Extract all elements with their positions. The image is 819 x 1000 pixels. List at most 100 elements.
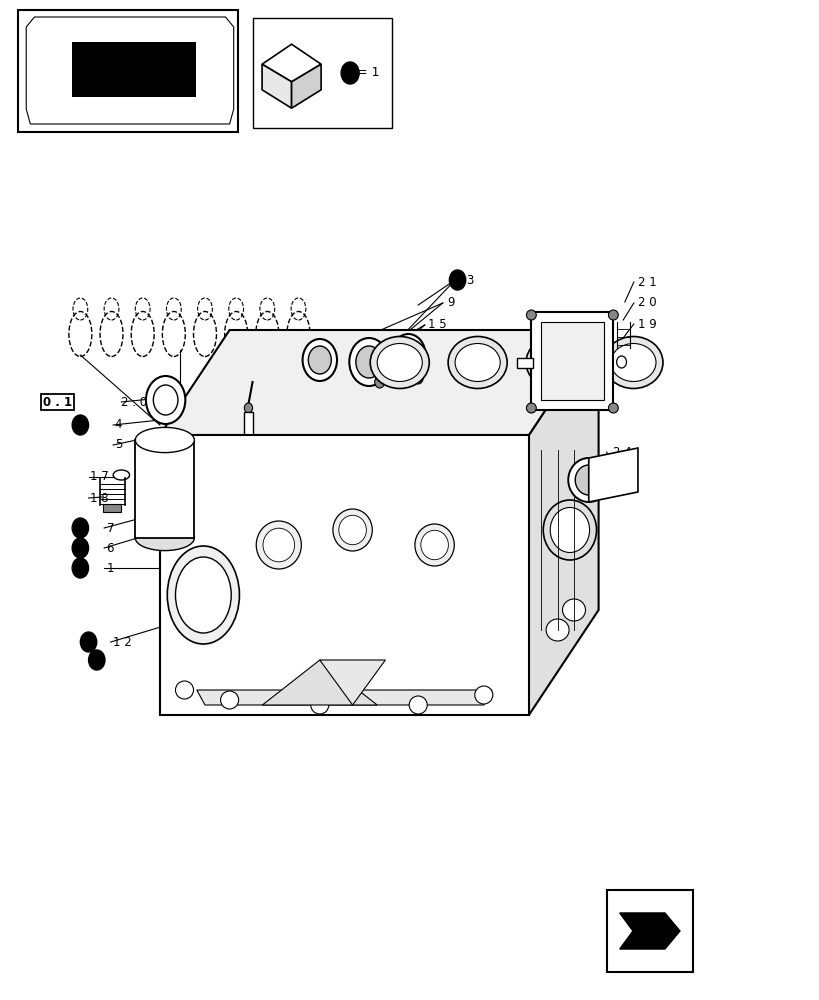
Ellipse shape [603, 336, 662, 388]
Text: 2 5: 2 5 [613, 466, 631, 480]
Text: 1 8: 1 8 [90, 491, 109, 504]
Text: 2 2: 2 2 [534, 354, 553, 366]
Ellipse shape [370, 336, 429, 388]
Ellipse shape [171, 558, 186, 574]
Ellipse shape [568, 458, 609, 502]
Ellipse shape [452, 624, 465, 636]
Ellipse shape [545, 619, 568, 641]
Ellipse shape [526, 336, 585, 388]
Ellipse shape [349, 338, 388, 386]
Text: 9: 9 [446, 296, 454, 310]
Ellipse shape [610, 344, 655, 381]
Ellipse shape [308, 346, 331, 374]
Ellipse shape [409, 696, 427, 714]
Ellipse shape [220, 691, 238, 709]
Circle shape [449, 270, 465, 290]
Text: 1 2: 1 2 [113, 636, 132, 648]
Text: KIT: KIT [269, 82, 284, 91]
Ellipse shape [532, 344, 577, 381]
Ellipse shape [474, 686, 492, 704]
Ellipse shape [608, 310, 618, 320]
Text: 1 3: 1 3 [516, 626, 535, 639]
Ellipse shape [491, 597, 502, 607]
Ellipse shape [377, 344, 422, 381]
Text: KIT: KIT [283, 56, 299, 66]
Ellipse shape [455, 344, 500, 381]
Polygon shape [531, 312, 613, 410]
Ellipse shape [562, 599, 585, 621]
Ellipse shape [167, 546, 239, 644]
Ellipse shape [135, 525, 194, 551]
Text: KIT: KIT [298, 82, 314, 91]
Text: 2 4: 2 4 [613, 446, 631, 458]
Circle shape [498, 622, 514, 642]
Text: 6: 6 [106, 542, 114, 554]
Bar [541, 322, 603, 400]
Text: 2 3: 2 3 [534, 334, 553, 347]
Text: = 1: = 1 [356, 66, 379, 80]
Text: 1 5: 1 5 [428, 318, 446, 332]
Bar [516, 358, 532, 368]
Polygon shape [262, 660, 377, 705]
Circle shape [72, 538, 88, 558]
Circle shape [341, 62, 359, 84]
Ellipse shape [608, 403, 618, 413]
Text: 8: 8 [239, 414, 247, 426]
Ellipse shape [175, 557, 231, 633]
Polygon shape [588, 448, 637, 502]
Text: 5: 5 [115, 438, 122, 452]
Text: 1 4: 1 4 [516, 578, 535, 591]
Polygon shape [160, 330, 598, 435]
Ellipse shape [414, 524, 454, 566]
Ellipse shape [302, 339, 337, 381]
Ellipse shape [420, 530, 448, 560]
Polygon shape [619, 913, 679, 949]
Circle shape [72, 518, 88, 538]
Text: 2 0: 2 0 [637, 296, 656, 310]
Polygon shape [292, 64, 321, 108]
Text: 1 0: 1 0 [516, 600, 535, 613]
Bar [250, 542, 319, 620]
Ellipse shape [135, 427, 194, 453]
Text: 2: 2 [408, 340, 415, 354]
Circle shape [88, 650, 105, 670]
Ellipse shape [244, 403, 252, 413]
Ellipse shape [396, 341, 419, 369]
Text: 1: 1 [106, 562, 114, 574]
Polygon shape [197, 690, 491, 705]
Ellipse shape [338, 515, 366, 545]
Text: 2 . 0: 2 . 0 [121, 395, 147, 408]
Ellipse shape [355, 346, 382, 378]
Ellipse shape [256, 521, 301, 569]
Circle shape [498, 575, 514, 595]
Text: 0 . 1: 0 . 1 [43, 395, 72, 408]
Ellipse shape [113, 470, 129, 480]
Ellipse shape [542, 500, 595, 560]
Bar [72, 42, 196, 97]
Text: 4: 4 [115, 418, 122, 432]
Polygon shape [528, 330, 598, 715]
Ellipse shape [223, 649, 233, 661]
Text: 1 9: 1 9 [637, 318, 656, 330]
Ellipse shape [466, 592, 479, 608]
Bar [18, 10, 238, 132]
Circle shape [498, 597, 514, 617]
Circle shape [72, 415, 88, 435]
Ellipse shape [447, 336, 506, 388]
Bar [256, 550, 314, 613]
Ellipse shape [526, 403, 536, 413]
Ellipse shape [526, 310, 536, 320]
Ellipse shape [374, 376, 384, 388]
Text: 3: 3 [465, 273, 473, 286]
Ellipse shape [310, 696, 328, 714]
Ellipse shape [175, 681, 193, 699]
Ellipse shape [146, 376, 185, 424]
Polygon shape [262, 64, 292, 108]
Bar [135, 440, 194, 538]
Text: 2 1: 2 1 [637, 275, 656, 288]
Bar [252, 18, 391, 128]
Ellipse shape [616, 356, 626, 368]
Ellipse shape [333, 509, 372, 551]
Ellipse shape [413, 372, 423, 384]
Polygon shape [262, 44, 321, 82]
